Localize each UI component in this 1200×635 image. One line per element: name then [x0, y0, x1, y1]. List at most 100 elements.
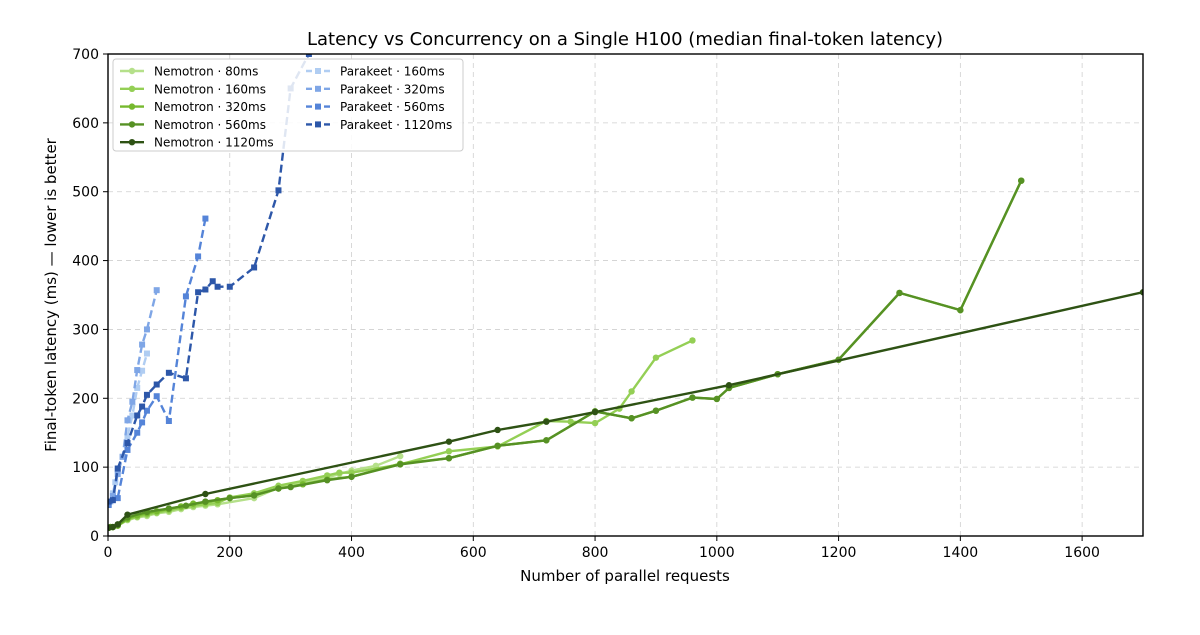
data-point: [153, 287, 160, 294]
data-point: [182, 375, 189, 382]
data-point: [214, 283, 221, 290]
data-point: [250, 492, 258, 499]
x-tick-label: 1000: [699, 545, 735, 561]
x-tick-label: 600: [460, 545, 487, 561]
y-tick-label: 0: [90, 529, 99, 545]
data-point: [124, 417, 131, 424]
y-tick-label: 400: [72, 254, 99, 270]
data-point: [165, 418, 172, 425]
legend-marker: [315, 68, 321, 74]
data-point: [543, 418, 550, 425]
data-point: [143, 407, 150, 414]
y-axis-label: Final-token latency (ms) — lower is bett…: [42, 137, 60, 452]
data-point: [195, 253, 202, 260]
data-point: [129, 398, 136, 405]
x-tick-label: 0: [104, 545, 113, 561]
legend-item: Nemotron · 1120ms: [120, 136, 274, 150]
data-point: [628, 388, 635, 395]
legend-marker: [315, 103, 321, 110]
data-point: [134, 429, 141, 436]
data-point: [109, 523, 117, 531]
data-point: [114, 465, 121, 472]
x-tick-label: 800: [582, 545, 609, 561]
series-line: [108, 180, 1023, 529]
x-axis-label: Number of parallel requests: [520, 567, 730, 585]
data-point: [226, 283, 233, 290]
x-tick-label: 200: [216, 545, 243, 561]
data-point: [494, 442, 501, 449]
series-6: [108, 287, 160, 509]
data-point: [275, 485, 282, 492]
data-point: [445, 454, 453, 462]
data-point: [628, 415, 635, 422]
y-tick-label: 700: [72, 47, 99, 63]
legend-label: Parakeet · 160ms: [340, 65, 445, 79]
data-point: [397, 452, 404, 460]
series-group: [108, 54, 1143, 531]
series-line: [108, 218, 207, 506]
data-point: [165, 505, 173, 512]
data-point: [397, 461, 404, 468]
legend-marker: [128, 103, 136, 110]
data-point: [143, 391, 150, 398]
data-point: [896, 289, 903, 297]
axis-ticks: 0 200 400 600 800 1000 1200 1400 1600 0 100 200 300 4…: [72, 47, 1100, 561]
data-point: [109, 497, 116, 504]
data-point: [1018, 177, 1025, 184]
data-point: [134, 384, 141, 391]
data-point: [348, 473, 355, 480]
data-point: [124, 511, 131, 518]
data-point: [202, 490, 209, 498]
series-7: [108, 215, 209, 509]
data-point: [112, 479, 119, 486]
data-point: [713, 395, 721, 403]
legend-item: Nemotron · 80ms: [120, 65, 258, 79]
legend-label: Parakeet · 320ms: [340, 82, 445, 96]
series-5: [108, 350, 150, 508]
legend-marker: [128, 67, 136, 75]
x-tick-label: 1600: [1064, 545, 1100, 561]
legend-marker: [315, 121, 321, 128]
series-4: [108, 289, 1143, 531]
data-point: [591, 419, 599, 427]
data-point: [139, 419, 146, 426]
data-point: [182, 293, 189, 300]
legend-item: Nemotron · 320ms: [120, 100, 266, 114]
legend-marker: [315, 85, 321, 92]
data-point: [226, 494, 233, 502]
legend-item: Parakeet · 160ms: [306, 65, 445, 79]
legend-marker: [128, 139, 136, 146]
data-point: [689, 337, 696, 344]
data-point: [336, 469, 343, 476]
data-point: [165, 369, 172, 376]
data-point: [202, 215, 209, 222]
series-3: [108, 177, 1025, 531]
data-point: [287, 483, 294, 491]
data-point: [494, 426, 501, 434]
legend-label: Nemotron · 160ms: [154, 82, 266, 96]
y-tick-label: 100: [72, 460, 99, 476]
data-point: [124, 433, 131, 440]
data-point: [1139, 289, 1143, 296]
legend-label: Nemotron · 80ms: [154, 65, 258, 79]
data-point: [139, 367, 146, 374]
data-point: [108, 502, 112, 509]
data-point: [153, 381, 160, 388]
data-point: [108, 498, 112, 505]
x-tick-label: 1200: [821, 545, 857, 561]
data-point: [143, 350, 150, 357]
legend-item: Parakeet · 560ms: [306, 100, 445, 114]
data-point: [114, 521, 121, 528]
data-point: [652, 354, 660, 361]
legend-item: Nemotron · 560ms: [120, 118, 266, 132]
x-tick-label: 400: [338, 545, 365, 561]
y-tick-label: 300: [72, 322, 99, 338]
data-point: [182, 502, 190, 509]
chart-title: Latency vs Concurrency on a Single H100 …: [307, 29, 943, 50]
legend: Nemotron · 80ms Nemotron · 160ms Nemotron …: [112, 58, 464, 152]
data-point: [195, 289, 202, 296]
legend-label: Parakeet · 1120ms: [340, 118, 452, 132]
data-point: [725, 382, 733, 389]
data-point: [445, 438, 453, 445]
data-point: [275, 187, 282, 194]
